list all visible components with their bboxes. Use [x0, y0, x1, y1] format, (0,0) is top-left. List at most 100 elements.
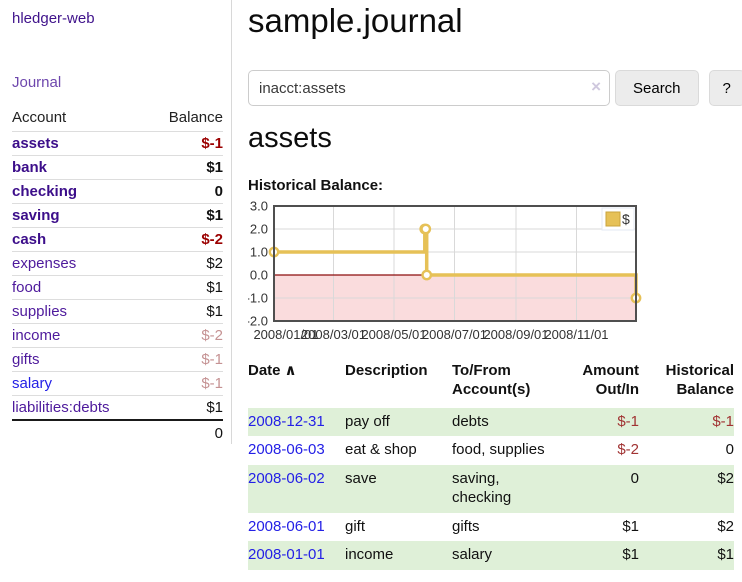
table-row: 2008-01-01 income salary $1 $1 — [248, 541, 734, 570]
account-balance: $1 — [147, 299, 223, 324]
transaction-accounts: saving, checking — [452, 465, 556, 513]
table-row: 2008-06-02 save saving, checking 0 $2 — [248, 465, 734, 513]
transaction-amount: $1 — [556, 541, 639, 570]
transaction-amount: $-2 — [617, 441, 639, 459]
transaction-description: pay off — [345, 407, 452, 437]
svg-text:1.0: 1.0 — [250, 245, 268, 260]
account-link-checking[interactable]: checking — [12, 183, 78, 200]
transaction-description: gift — [345, 517, 366, 535]
svg-text:$: $ — [622, 211, 630, 227]
transaction-date-link[interactable]: 2008-12-31 — [248, 412, 325, 430]
account-balance: $1 — [147, 203, 223, 228]
svg-text:2008/07/01: 2008/07/01 — [422, 327, 487, 342]
transaction-date-link[interactable]: 2008-06-01 — [248, 517, 325, 535]
account-link-cash[interactable]: cash — [12, 231, 47, 248]
account-row: food $1 — [12, 275, 223, 300]
account-row: gifts $-1 — [12, 347, 223, 372]
account-balance: $-1 — [147, 131, 223, 156]
transaction-amount: $1 — [622, 517, 639, 535]
account-balance: $-1 — [147, 371, 223, 396]
table-row: 2008-06-03 eat & shop food, supplies $-2… — [248, 436, 734, 465]
page: hledger-web Journal Account Balance asse… — [0, 0, 742, 570]
accounts-header-account: Account — [12, 109, 67, 126]
svg-text:2008/05/01: 2008/05/01 — [361, 327, 426, 342]
account-row: checking 0 — [12, 179, 223, 204]
clear-search-icon[interactable]: × — [591, 77, 601, 96]
account-link-assets[interactable]: assets — [12, 135, 59, 152]
svg-text:2008/11/01: 2008/11/01 — [544, 327, 608, 342]
register-header-balance: Historical Balance — [665, 362, 734, 398]
svg-text:2008/01/01: 2008/01/01 — [253, 327, 318, 342]
transaction-accounts: food, supplies — [452, 441, 545, 459]
account-heading: assets — [248, 122, 332, 154]
account-row: cash $-2 — [12, 227, 223, 252]
svg-text:0.0: 0.0 — [250, 268, 268, 283]
transaction-balance: $2 — [717, 517, 734, 535]
accounts-total-row: 0 — [12, 419, 223, 446]
transaction-date-link[interactable]: 2008-06-03 — [248, 441, 325, 459]
svg-text:-1.0: -1.0 — [248, 291, 268, 306]
account-balance: $1 — [147, 155, 223, 180]
svg-text:-2.0: -2.0 — [248, 314, 268, 329]
account-link-supplies[interactable]: supplies — [12, 303, 68, 320]
transaction-balance: $-1 — [639, 407, 734, 437]
account-link-food[interactable]: food — [12, 279, 42, 296]
accounts-table: Account Balance assets $-1 bank $1 checkin… — [12, 107, 223, 446]
transaction-accounts: debts — [452, 407, 556, 437]
account-link-salary[interactable]: salary — [12, 375, 53, 392]
account-link-bank[interactable]: bank — [12, 159, 48, 176]
account-link-liabilities-debts[interactable]: liabilities:debts — [12, 399, 110, 416]
svg-text:2008/03/01: 2008/03/01 — [301, 327, 366, 342]
main-content: sample.journal × Search ? assets Histori… — [232, 0, 742, 570]
account-row: saving $1 — [12, 203, 223, 228]
svg-text:3.0: 3.0 — [250, 199, 268, 214]
account-link-expenses[interactable]: expenses — [12, 255, 77, 272]
search-button[interactable]: Search — [615, 70, 699, 106]
historical-balance-chart: 3.0 2.0 1.0 0.0 -1.0 -2.02008/01/012008/03/01… — [248, 199, 642, 342]
transaction-accounts: salary — [452, 541, 556, 570]
account-balance: $-1 — [147, 347, 223, 372]
register-header-accounts: To/From Account(s) — [452, 362, 531, 398]
account-balance: $2 — [147, 251, 223, 276]
register-header-amount: Amount Out/In — [582, 362, 639, 398]
transaction-description: eat & shop — [345, 441, 417, 459]
account-row: income $-2 — [12, 323, 223, 348]
transaction-description: income — [345, 541, 452, 570]
transaction-date-link[interactable]: 2008-06-02 — [248, 470, 325, 487]
transaction-balance: $1 — [639, 541, 734, 570]
accounts-total-balance: 0 — [147, 419, 223, 446]
register-header-date[interactable]: Date ∧ — [248, 362, 297, 379]
account-row: supplies $1 — [12, 299, 223, 324]
transaction-accounts: gifts — [452, 517, 480, 535]
sidebar: hledger-web Journal Account Balance asse… — [0, 0, 232, 446]
account-row: expenses $2 — [12, 251, 223, 276]
search-form: × Search ? — [248, 70, 742, 106]
account-balance: $-2 — [147, 323, 223, 348]
account-row: liabilities:debts $1 — [12, 395, 223, 420]
account-link-gifts[interactable]: gifts — [12, 351, 40, 368]
account-balance: $-2 — [147, 227, 223, 252]
account-row: salary $-1 — [12, 371, 223, 396]
accounts-header-balance: Balance — [168, 109, 223, 126]
app-title-link[interactable]: hledger-web — [12, 10, 95, 27]
transaction-amount: $-1 — [556, 407, 639, 437]
account-balance: $1 — [147, 395, 223, 420]
page-title: sample.journal — [248, 2, 463, 39]
transaction-balance: $2 — [639, 465, 734, 513]
account-row: assets $-1 — [12, 131, 223, 156]
register-table: Date ∧ Description To/From Account(s) Amo… — [248, 360, 734, 570]
account-balance: $1 — [147, 275, 223, 300]
sort-ascending-icon: ∧ — [284, 362, 297, 379]
transaction-amount: 0 — [556, 465, 639, 513]
sidebar-item-journal[interactable]: Journal — [12, 74, 62, 91]
help-button[interactable]: ? — [708, 70, 742, 106]
table-row: 2008-06-01 gift gifts $1 $2 — [248, 513, 734, 542]
account-link-income[interactable]: income — [12, 327, 61, 344]
svg-text:2008/09/01: 2008/09/01 — [483, 327, 548, 342]
transaction-date-link[interactable]: 2008-01-01 — [248, 546, 325, 564]
account-row: bank $1 — [12, 155, 223, 180]
account-balance: 0 — [147, 179, 223, 204]
account-link-saving[interactable]: saving — [12, 207, 60, 224]
table-row: 2008-12-31 pay off debts $-1 $-1 — [248, 407, 734, 437]
search-input[interactable] — [248, 70, 610, 106]
